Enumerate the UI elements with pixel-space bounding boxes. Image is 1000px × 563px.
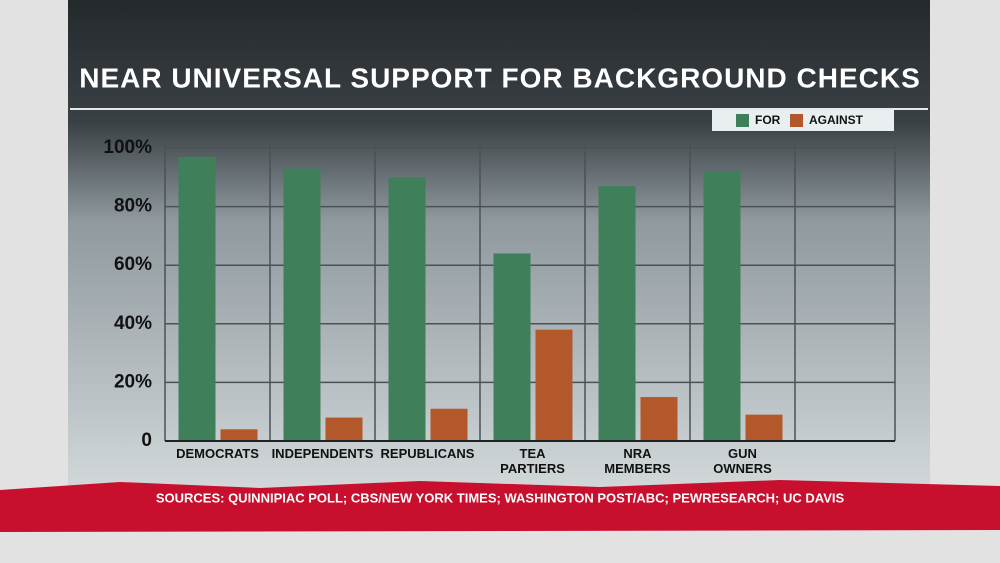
source-note: SOURCES: QUINNIPIAC POLL; CBS/NEW YORK T… — [156, 490, 845, 505]
bar — [598, 186, 636, 441]
bar — [640, 397, 678, 441]
y-tick-label: 100% — [103, 137, 152, 158]
x-tick-label: NRA MEMBERS — [604, 446, 671, 476]
bar — [325, 417, 363, 441]
x-tick-label: GUN OWNERS — [713, 446, 772, 476]
legend-label: FOR — [755, 113, 781, 127]
source-band — [0, 480, 1000, 532]
bar — [745, 414, 783, 441]
x-tick-label: DEMOCRATS — [176, 446, 259, 461]
y-tick-label: 0 — [141, 430, 152, 451]
bar — [178, 156, 216, 442]
bar — [283, 168, 321, 441]
y-tick-label: 40% — [114, 313, 152, 334]
y-tick-label: 20% — [114, 371, 152, 392]
legend-swatch — [736, 114, 749, 127]
bar — [388, 177, 426, 442]
legend-label: AGAINST — [809, 113, 864, 127]
bar — [493, 253, 531, 441]
x-tick-label: TEA PARTIERS — [500, 446, 565, 476]
y-tick-label: 60% — [114, 254, 152, 275]
legend-swatch — [790, 114, 803, 127]
x-tick-label: INDEPENDENTS — [271, 446, 374, 461]
bar — [220, 429, 258, 441]
y-tick-label: 80% — [114, 196, 152, 217]
x-tick-label: REPUBLICANS — [380, 446, 475, 461]
title-rule — [70, 108, 928, 110]
bar — [430, 408, 468, 441]
bar — [535, 329, 573, 441]
chart-title: NEAR UNIVERSAL SUPPORT FOR BACKGROUND CH… — [79, 62, 921, 93]
bar — [703, 171, 741, 441]
